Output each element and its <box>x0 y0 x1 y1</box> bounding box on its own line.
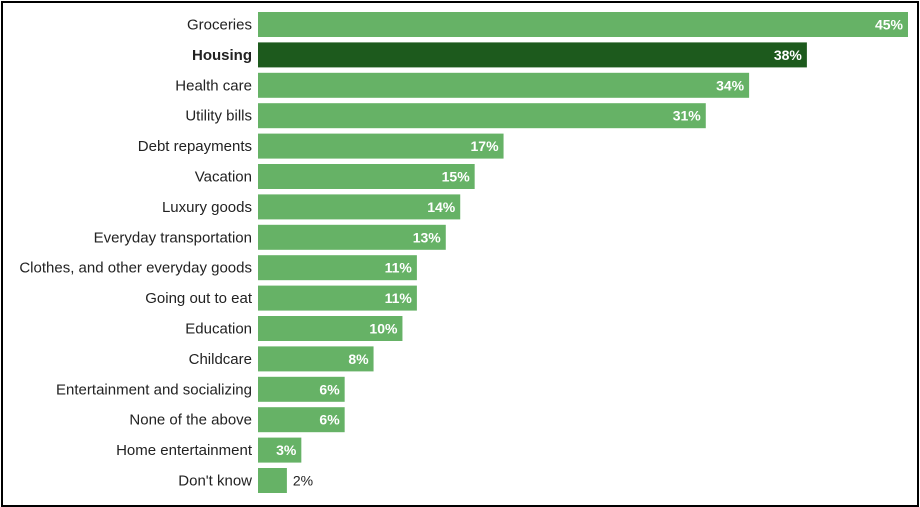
value-label: 10% <box>369 321 398 337</box>
value-label: 8% <box>348 351 369 367</box>
category-label: Utility bills <box>185 108 252 125</box>
bar <box>258 103 706 129</box>
value-label: 15% <box>442 169 471 185</box>
value-label: 31% <box>673 108 702 124</box>
category-label: Clothes, and other everyday goods <box>19 260 252 277</box>
value-label: 34% <box>716 77 745 93</box>
bar-chart: Groceries 45% Housing 38% Health care 34% Util… <box>19 12 908 493</box>
category-label: Vacation <box>195 169 252 186</box>
value-label: 6% <box>319 412 340 428</box>
bar <box>258 164 475 189</box>
category-label: Entertainment and socializing <box>56 381 252 398</box>
category-label: Groceries <box>187 17 252 34</box>
value-label: 13% <box>413 229 442 245</box>
value-label: 38% <box>774 47 803 63</box>
category-label: Debt repayments <box>138 138 252 155</box>
value-label: 11% <box>385 260 413 276</box>
value-label: 2% <box>293 473 313 489</box>
category-label: None of the above <box>129 412 252 429</box>
bar <box>258 346 374 372</box>
bar <box>258 468 287 493</box>
category-label: Health care <box>175 77 252 94</box>
value-label: 17% <box>471 138 500 154</box>
value-label: 14% <box>427 199 456 215</box>
bar <box>258 255 417 281</box>
bar <box>258 407 345 433</box>
bar <box>258 224 446 250</box>
bar <box>258 12 908 37</box>
category-label: Luxury goods <box>162 199 252 216</box>
value-label: 3% <box>276 442 297 458</box>
category-label: Everyday transportation <box>94 229 252 246</box>
bar <box>258 72 750 98</box>
bar <box>258 316 403 341</box>
category-label: Don't know <box>178 473 252 490</box>
category-label: Housing <box>192 47 252 64</box>
bar <box>258 437 302 463</box>
bar <box>258 133 504 159</box>
value-label: 6% <box>319 381 340 397</box>
bar <box>258 194 461 220</box>
bar <box>258 42 807 68</box>
category-label: Childcare <box>189 351 252 368</box>
category-label: Home entertainment <box>116 442 253 459</box>
value-label: 11% <box>385 290 413 306</box>
category-label: Education <box>185 321 252 338</box>
category-label: Going out to eat <box>145 290 253 307</box>
value-label: 45% <box>875 17 904 33</box>
bar <box>258 376 345 402</box>
bar <box>258 285 417 311</box>
